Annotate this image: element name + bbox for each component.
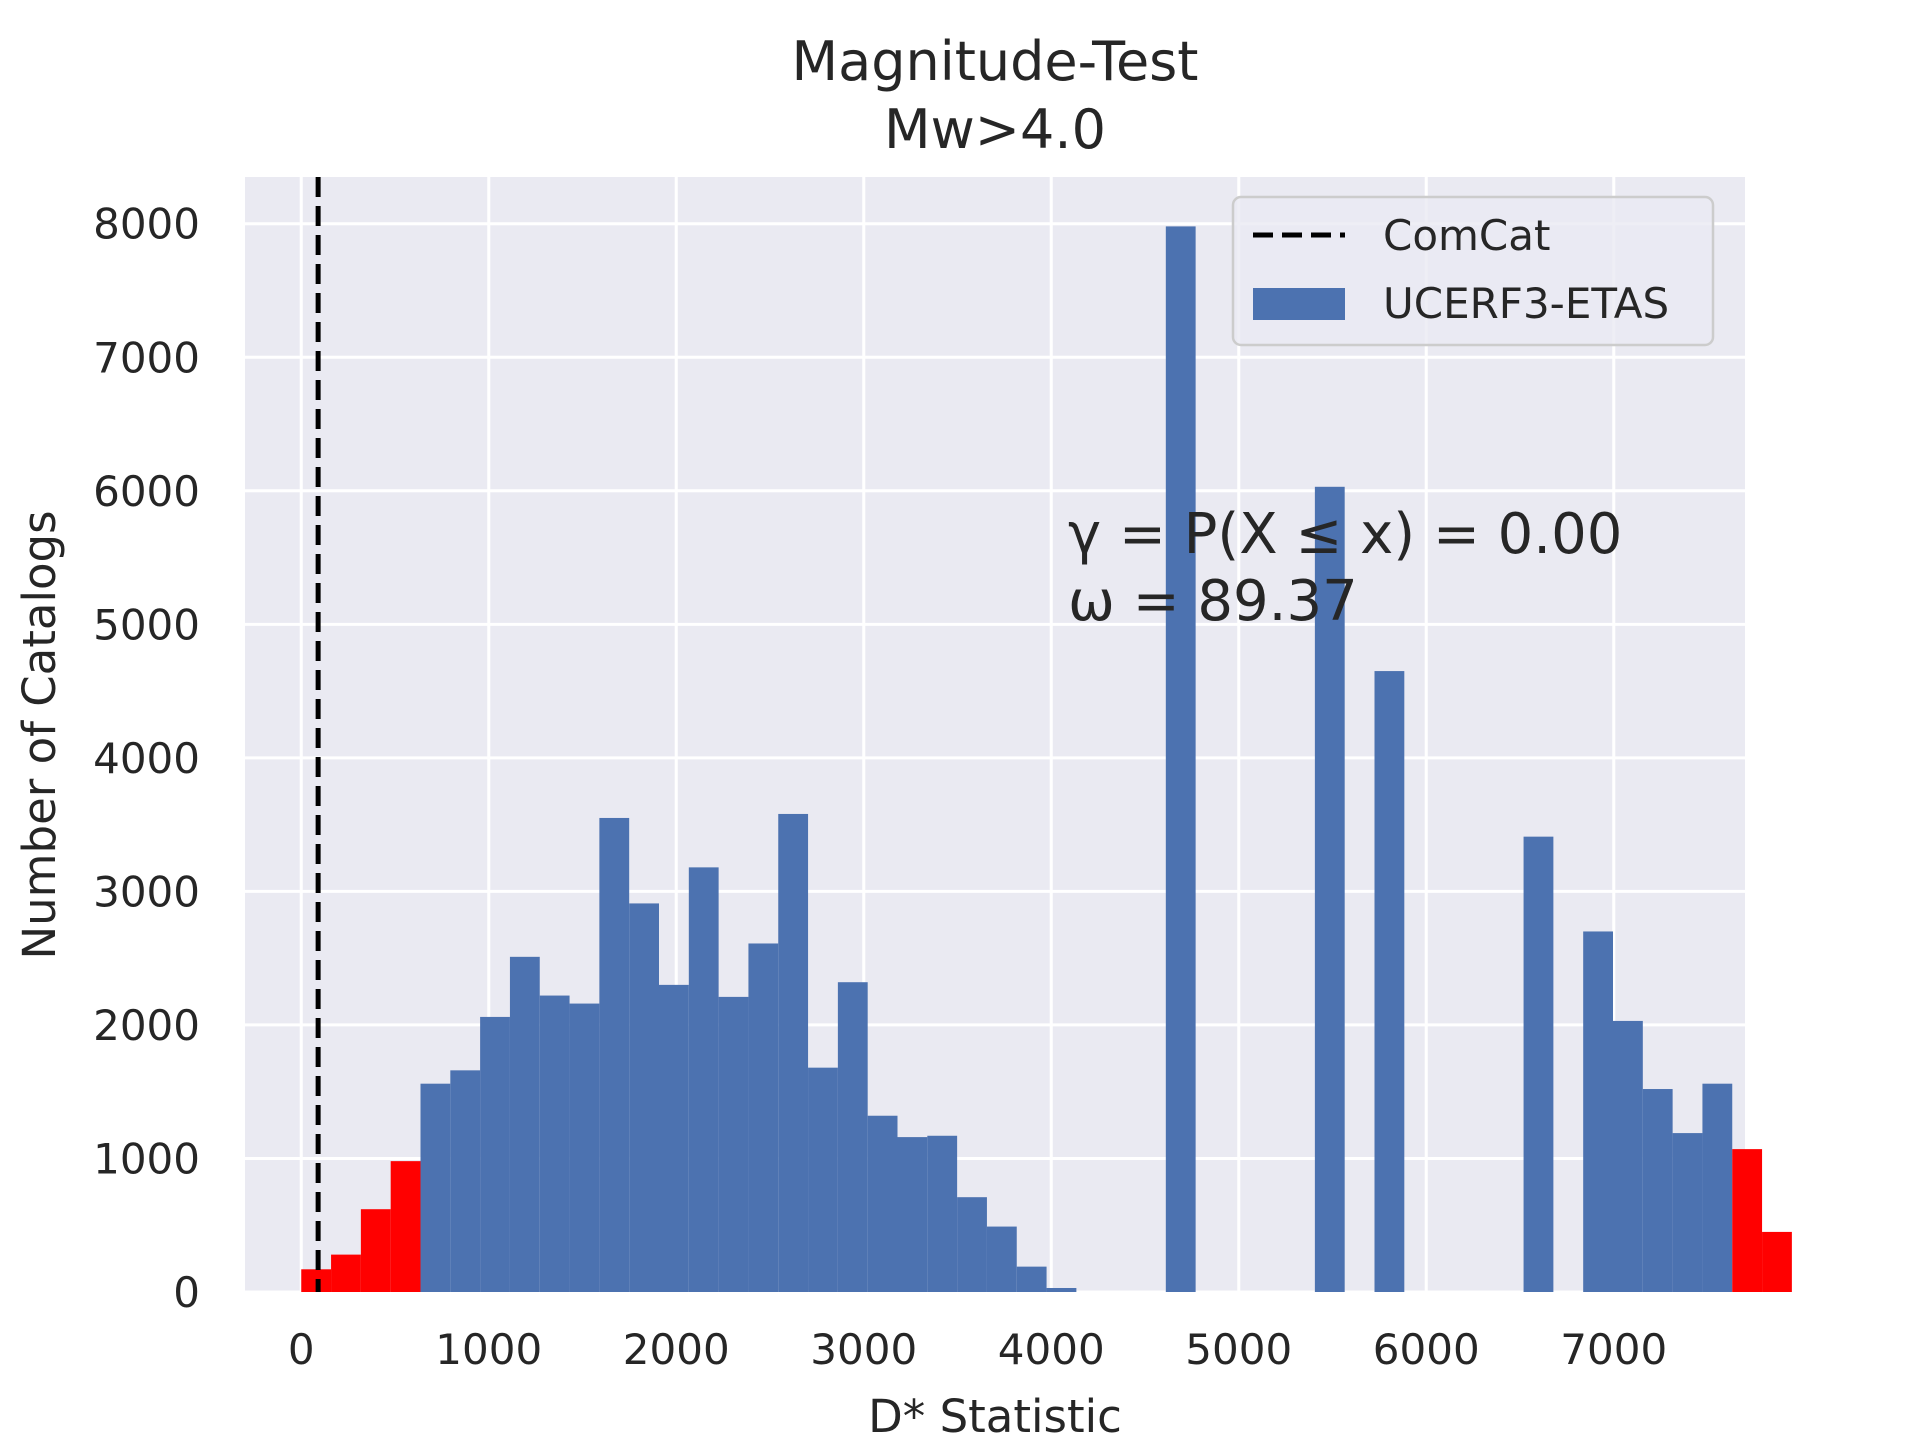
histogram-bar (986, 1226, 1017, 1292)
histogram-bar (1523, 836, 1554, 1292)
highlighted-bin-bar (1762, 1231, 1792, 1292)
histogram-bar (1016, 1266, 1047, 1292)
histogram-bar (1583, 931, 1613, 1292)
histogram-bar (748, 943, 779, 1292)
highlighted-bin-bar (1732, 1149, 1763, 1292)
x-tick-label: 4000 (998, 1325, 1105, 1374)
x-tick-label: 3000 (810, 1325, 917, 1374)
highlighted-bin-bar (331, 1254, 361, 1292)
histogram-bar (1702, 1083, 1733, 1292)
x-tick-label: 2000 (623, 1325, 730, 1374)
highlighted-bin-bar (390, 1161, 421, 1292)
y-tick-labels: 0 1000 2000 3000 4000 5000 6000 7000 8000 (93, 200, 200, 1317)
y-tick-label: 7000 (93, 333, 200, 382)
histogram-bar (778, 813, 809, 1292)
legend-box (1231, 195, 1715, 347)
y-tick-label: 2000 (93, 1001, 200, 1050)
histogram-bar (509, 956, 540, 1292)
y-tick-label: 6000 (93, 467, 200, 516)
histogram-bar (1642, 1089, 1673, 1292)
histogram-bar (1046, 1287, 1077, 1292)
legend-comcat-label: ComCat (1383, 211, 1550, 260)
x-axis-label: D* Statistic (868, 1390, 1122, 1440)
y-tick-label: 4000 (93, 734, 200, 783)
histogram-bar (1672, 1133, 1703, 1292)
y-axis-label: Number of Catalogs (13, 510, 66, 959)
y-tick-label: 8000 (93, 200, 200, 249)
histogram-bars (301, 226, 1792, 1293)
gamma-annotation: γ = P(X ≤ x) = 0.00 (1068, 502, 1622, 567)
x-tick-label: 7000 (1560, 1325, 1667, 1374)
y-tick-label: 3000 (93, 867, 200, 916)
histogram-bar (1613, 1020, 1643, 1292)
chart-title: Magnitude-Test (792, 30, 1199, 93)
histogram-bar (569, 1003, 600, 1292)
histogram-bar (1374, 671, 1405, 1292)
histogram-bar (718, 996, 749, 1292)
histogram-bar (867, 1115, 898, 1292)
y-tick-label: 0 (173, 1268, 200, 1317)
legend-ucerf3-label: UCERF3-ETAS (1383, 279, 1669, 328)
y-tick-label: 1000 (93, 1134, 200, 1183)
legend: ComCat UCERF3-ETAS (1231, 195, 1715, 347)
histogram-bar (420, 1083, 451, 1292)
stat-annotation: γ = P(X ≤ x) = 0.00 ω = 89.37 (1068, 502, 1622, 634)
y-tick-label: 5000 (93, 600, 200, 649)
histogram-bar (659, 984, 689, 1292)
x-tick-label: 6000 (1373, 1325, 1480, 1374)
histogram-bar (897, 1137, 928, 1292)
x-tick-label: 0 (288, 1325, 315, 1374)
histogram-bar (1314, 486, 1345, 1293)
omega-annotation: ω = 89.37 (1068, 569, 1358, 634)
x-tick-label: 5000 (1185, 1325, 1292, 1374)
histogram-bar (599, 817, 630, 1292)
legend-ucerf3-swatch (1253, 288, 1345, 320)
histogram-bar (927, 1135, 958, 1292)
histogram-bar (808, 1067, 838, 1292)
histogram-bar (688, 867, 719, 1292)
histogram-bar (837, 982, 868, 1292)
histogram-bar (480, 1016, 510, 1292)
histogram-bar (629, 903, 659, 1292)
histogram-bar (957, 1197, 987, 1292)
x-tick-label: 1000 (435, 1325, 542, 1374)
histogram-bar (539, 995, 570, 1292)
chart-subtitle: Mw>4.0 (884, 98, 1106, 161)
histogram-bar (1165, 226, 1196, 1292)
histogram-bar (450, 1070, 481, 1292)
x-tick-labels: 0 1000 2000 3000 4000 5000 6000 7000 (288, 1325, 1667, 1374)
highlighted-bin-bar (360, 1209, 391, 1292)
